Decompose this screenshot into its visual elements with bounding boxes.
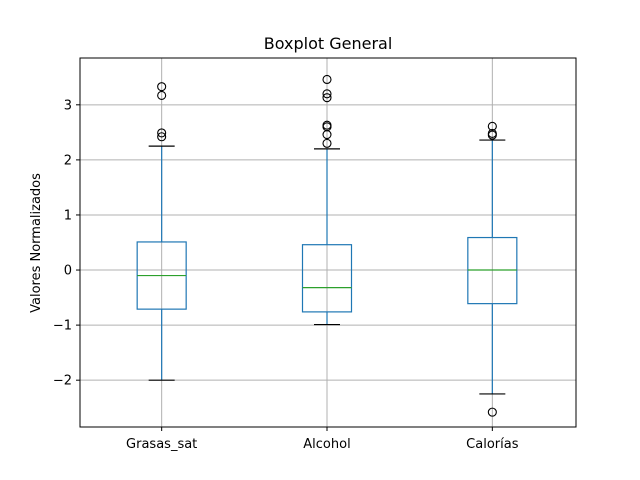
outlier-point (322, 138, 332, 148)
chart-title: Boxplot General (264, 34, 393, 53)
outlier-point (157, 90, 167, 101)
x-tick-label: Grasas_sat (126, 437, 197, 452)
outlier-point (322, 120, 332, 130)
outlier-point (487, 121, 497, 131)
y-tick-label: 1 (64, 208, 72, 223)
outlier-point (487, 128, 497, 139)
y-tick-label: 0 (64, 264, 72, 279)
outlier-point (322, 74, 332, 85)
y-axis-ticks: −2 −1 0 1 2 3 (53, 98, 80, 389)
y-axis-label: Valores Normalizados (29, 173, 44, 313)
x-tick-label: Calorías (466, 437, 519, 452)
y-tick-label: −1 (53, 319, 72, 334)
box-group (467, 121, 518, 417)
box-series (136, 74, 518, 417)
outlier-point (157, 132, 167, 142)
outlier-point (322, 89, 332, 99)
box-group (301, 74, 353, 326)
x-axis-ticks: Grasas_sat Alcohol Calorías (126, 427, 519, 452)
x-tick-label: Alcohol (303, 437, 350, 452)
outlier-point (157, 128, 167, 138)
y-tick-label: 3 (64, 98, 72, 113)
outlier-point (157, 82, 167, 92)
outlier-point (322, 93, 332, 103)
plot-frame (79, 57, 577, 428)
box-iqr (301, 244, 353, 313)
y-tick-label: −2 (53, 374, 72, 389)
y-tick-label: 2 (64, 153, 72, 168)
outlier-point (487, 407, 497, 417)
box-group (136, 82, 187, 381)
grid-lines (80, 58, 576, 427)
